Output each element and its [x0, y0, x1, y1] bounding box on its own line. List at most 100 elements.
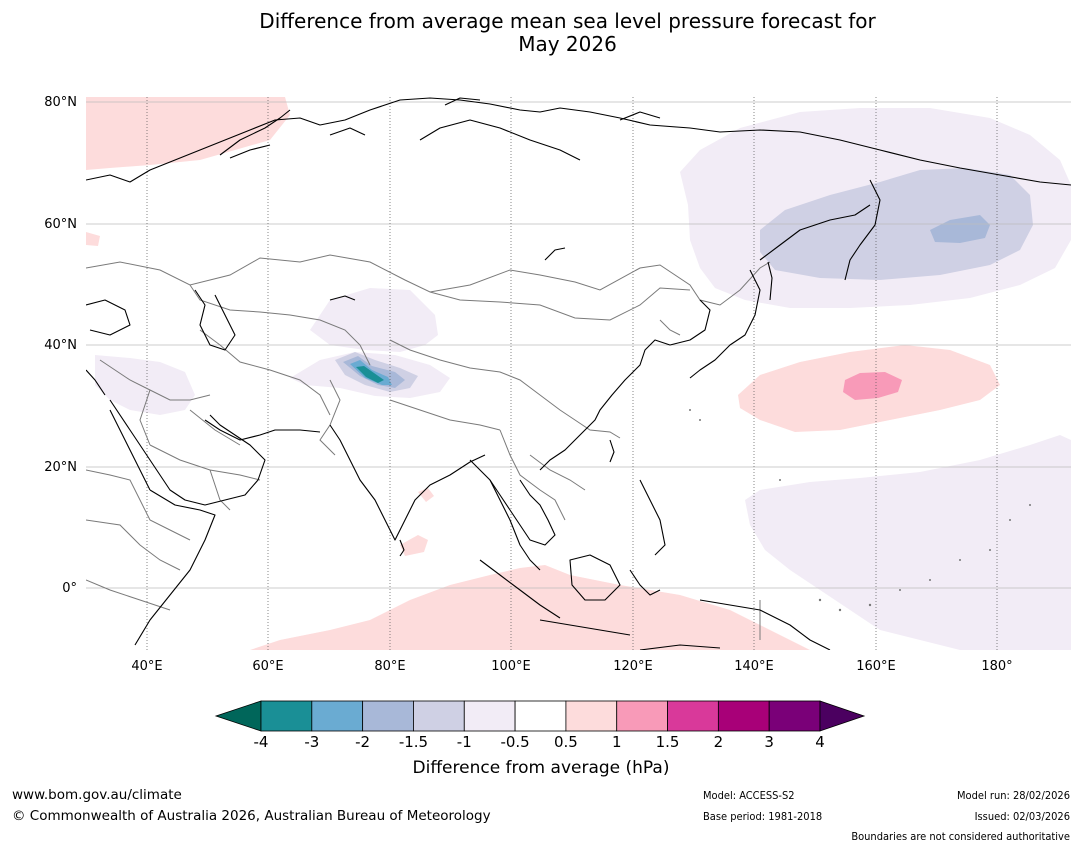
colorbar-bin: [362, 700, 414, 732]
coastlines: [86, 97, 1071, 650]
colorbar-tick-label: -1: [456, 733, 472, 751]
border-china-south: [389, 339, 621, 439]
lat-label-60n: 60°N: [44, 217, 77, 232]
lon-label-180: 180°: [981, 659, 1013, 674]
anomaly-positive-bay: [418, 488, 434, 502]
coast-sakhalin: [767, 261, 773, 301]
colorbar-tick-label: -3: [304, 733, 320, 751]
coast-mediterranean: [86, 369, 106, 396]
footer-model-run: Model run: 28/02/2026: [957, 789, 1070, 802]
coast-sulawesi: [629, 569, 661, 596]
colorbar-bin: [565, 700, 618, 732]
colorbar: [214, 700, 866, 732]
lon-label-100e: 100°E: [491, 659, 531, 674]
lat-label-20n: 20°N: [44, 460, 77, 475]
footer-disclaimer: Boundaries are not considered authoritat…: [851, 830, 1070, 843]
coast-srilanka: [399, 539, 405, 557]
footer-base-period: Base period: 1981-2018: [703, 810, 823, 823]
colorbar-tick-label: 4: [815, 733, 825, 751]
coast-arctic-islands: [329, 97, 661, 136]
anomaly-negative-central-asia: [310, 288, 438, 352]
country-borders: [86, 254, 771, 640]
colorbar-tick-label: 2: [713, 733, 724, 751]
colorbar-bin: [667, 700, 719, 732]
lat-label-80n: 80°N: [44, 95, 77, 110]
colorbar-bin: [717, 700, 770, 732]
coast-arabia: [109, 399, 266, 506]
coast-taiwan: [609, 439, 615, 463]
coast-black-sea: [86, 299, 131, 336]
colorbar-tick-label: 0.5: [553, 733, 578, 751]
border-korea: [659, 319, 681, 336]
coast-australia-north: [639, 644, 721, 650]
anomaly-negative-tibet-core: [356, 366, 384, 383]
colorbar-bin: [514, 700, 567, 732]
border-indochina: [499, 429, 586, 521]
anomaly-positive-arctic: [86, 97, 290, 170]
border-mongolia: [429, 287, 691, 321]
coast-far-east: [539, 299, 711, 471]
coast-arctic-russia: [86, 97, 1071, 186]
colorbar-tick-label: -0.5: [500, 733, 530, 751]
coast-persian-gulf: [204, 419, 321, 441]
coast-red-sea: [109, 409, 151, 491]
footer-model: Model: ACCESS-S2: [703, 789, 795, 802]
colorbar-title: Difference from average (hPa): [412, 758, 670, 778]
coast-baikal: [544, 247, 566, 261]
lon-label-120e: 120°E: [613, 659, 653, 674]
colorbar-tick-label: 1.5: [655, 733, 680, 751]
border-iran-afghanistan: [199, 329, 331, 416]
coast-caspian: [194, 289, 236, 351]
footer-copyright: © Commonwealth of Australia 2026, Austra…: [12, 808, 491, 824]
border-india-nepal-china: [389, 399, 501, 431]
coast-taymyr: [419, 119, 581, 161]
anomaly-negative-north-pacific-core: [930, 215, 990, 243]
coast-kamchatka: [844, 179, 881, 281]
footer-website: www.bom.gov.au/climate: [12, 787, 182, 803]
colorbar-tick-label: 3: [764, 733, 774, 751]
colorbar-bin: [768, 700, 821, 732]
colorbar-bin: [616, 700, 668, 732]
gridlines: [86, 97, 1071, 650]
anomaly-positive-small-west: [86, 232, 100, 246]
colorbar-tick-label: -1.5: [398, 733, 429, 751]
lon-label-80e: 80°E: [374, 659, 406, 674]
colorbar-tick-label: 1: [611, 733, 622, 751]
colorbar-bin: [311, 700, 364, 732]
coast-japan: [689, 269, 761, 379]
colorbar-tick-label: -4: [253, 733, 269, 751]
chart-title: Difference from average mean sea level p…: [0, 10, 1081, 56]
anomaly-positive-south-india: [400, 535, 428, 556]
lat-label-40n: 40°N: [44, 338, 77, 353]
colorbar-above-triangle: [819, 700, 866, 732]
border-middle-east: [99, 359, 241, 446]
border-africa: [86, 469, 191, 611]
lon-label-60e: 60°E: [252, 659, 284, 674]
colorbar-below-triangle: [214, 700, 262, 732]
border-russia-kazakhstan-china: [86, 254, 771, 306]
coast-malay: [489, 479, 541, 571]
anomaly-negative-tropical-pacific: [745, 435, 1071, 650]
coast-new-guinea: [699, 599, 831, 650]
coast-java: [539, 619, 631, 636]
footer-issued: Issued: 02/03/2026: [974, 810, 1070, 823]
pacific-islands: [689, 409, 1031, 612]
lon-label-160e: 160°E: [856, 659, 896, 674]
coast-lake-balkhash: [329, 295, 356, 301]
coast-india: [329, 424, 486, 541]
coast-philippines: [639, 479, 666, 556]
lon-label-40e: 40°E: [131, 659, 163, 674]
lon-label-140e: 140°E: [734, 659, 774, 674]
anomaly-positive-pacific-core: [843, 372, 902, 400]
lat-label-0: 0°: [62, 581, 77, 596]
colorbar-bin: [413, 700, 465, 732]
coast-borneo: [569, 554, 621, 601]
border-central-asia: [189, 284, 371, 366]
title-line-1: Difference from average mean sea level p…: [259, 9, 876, 33]
coast-okhotsk: [759, 204, 871, 261]
coast-sumatra: [479, 559, 561, 619]
coast-africa-horn: [134, 489, 216, 646]
colorbar-bin: [463, 700, 516, 732]
title-line-2: May 2026: [518, 32, 617, 56]
